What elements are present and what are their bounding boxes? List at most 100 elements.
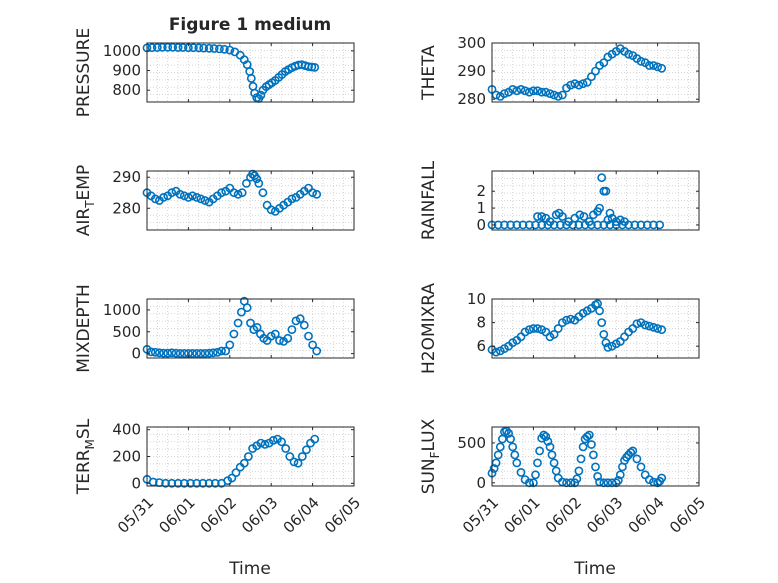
data-point xyxy=(611,217,621,226)
xtick-label: 06/02 xyxy=(197,494,240,537)
data-point xyxy=(549,329,559,339)
ytick-label: 500 xyxy=(457,434,486,452)
ylabel-rainfall: RAINFALL xyxy=(419,160,439,240)
data-point xyxy=(281,444,291,453)
grid xyxy=(492,427,699,486)
data-point xyxy=(217,346,226,356)
grid xyxy=(492,171,699,230)
data-point xyxy=(183,192,193,202)
data-point xyxy=(275,336,284,345)
data-point xyxy=(231,468,241,477)
data-point xyxy=(601,186,611,196)
data-point xyxy=(537,212,547,221)
data-point xyxy=(649,61,658,70)
ylabel-pressure: PRESSURE xyxy=(74,28,94,117)
data-point xyxy=(219,44,229,54)
data-point xyxy=(179,191,189,201)
data-point xyxy=(529,86,538,96)
data-point xyxy=(175,348,185,358)
data-point xyxy=(587,440,596,449)
ylabel-h2omixra: H2OMIXRA xyxy=(419,283,439,374)
data-point xyxy=(233,189,243,199)
data-point xyxy=(520,86,530,96)
data-point xyxy=(599,329,609,339)
data-point xyxy=(268,435,278,445)
data-point xyxy=(582,432,592,441)
ytick-label: 2 xyxy=(476,182,486,200)
data-point xyxy=(533,86,542,96)
data-point xyxy=(204,43,214,53)
data-point xyxy=(304,62,313,71)
data-point xyxy=(310,434,320,444)
xtick-label: 06/01 xyxy=(500,494,543,537)
data-point xyxy=(227,473,237,483)
data-point xyxy=(147,43,157,53)
ytick-label: 300 xyxy=(457,34,486,52)
data-point xyxy=(512,86,522,96)
data-point xyxy=(636,56,646,66)
data-point xyxy=(632,454,642,464)
ylabel-mixdepth: MIXDEPTH xyxy=(74,284,94,373)
data-point xyxy=(266,205,276,215)
axes-box xyxy=(491,426,700,487)
data-point xyxy=(543,436,553,446)
data-point xyxy=(518,220,528,230)
data-point xyxy=(516,85,526,94)
data-point xyxy=(640,320,650,330)
data-point xyxy=(270,329,280,339)
data-point xyxy=(188,43,198,53)
data-point xyxy=(595,203,604,213)
ytick-label: 0 xyxy=(131,474,141,492)
data-point xyxy=(508,442,518,452)
data-point xyxy=(186,478,195,488)
data-point xyxy=(653,324,662,333)
data-point xyxy=(506,434,515,444)
data-point xyxy=(312,189,322,199)
data-point xyxy=(642,220,652,230)
data-point xyxy=(562,315,571,325)
data-point xyxy=(237,188,247,198)
data-point xyxy=(553,92,563,101)
data-point xyxy=(167,188,177,198)
data-point xyxy=(524,87,534,97)
data-point xyxy=(576,454,586,464)
data-point xyxy=(252,322,262,332)
axes-box xyxy=(491,42,700,103)
data-point xyxy=(159,192,168,202)
xtick-label: 06/04 xyxy=(625,494,668,537)
data-point xyxy=(597,318,607,327)
data-point xyxy=(293,458,303,468)
panel-theta: 280 290 300 THETA xyxy=(419,34,700,108)
data-point xyxy=(188,191,197,201)
data-point xyxy=(593,471,602,481)
data-point xyxy=(291,316,301,326)
xaxis-label-right: Time xyxy=(573,559,616,579)
data-point xyxy=(578,79,588,89)
series-air_temp xyxy=(142,169,322,216)
ytick-label: 6 xyxy=(476,337,486,355)
data-point xyxy=(529,324,538,333)
data-point xyxy=(229,329,239,339)
data-point xyxy=(199,43,209,53)
data-point xyxy=(566,80,576,90)
data-point xyxy=(558,90,567,100)
xtick-label: 06/03 xyxy=(238,494,281,537)
data-point xyxy=(173,43,183,52)
series-rainfall xyxy=(487,173,665,230)
data-point xyxy=(168,42,178,52)
data-point xyxy=(653,62,662,72)
data-point xyxy=(167,478,177,488)
data-point xyxy=(657,325,667,335)
data-point xyxy=(510,450,520,460)
data-point xyxy=(204,478,214,488)
data-point xyxy=(613,475,623,485)
data-point xyxy=(285,452,295,461)
data-point xyxy=(299,320,309,330)
data-point xyxy=(256,90,266,100)
data-point xyxy=(549,90,559,100)
data-point xyxy=(644,321,654,331)
data-point xyxy=(221,346,231,356)
data-point xyxy=(200,348,210,358)
data-point xyxy=(591,66,600,76)
